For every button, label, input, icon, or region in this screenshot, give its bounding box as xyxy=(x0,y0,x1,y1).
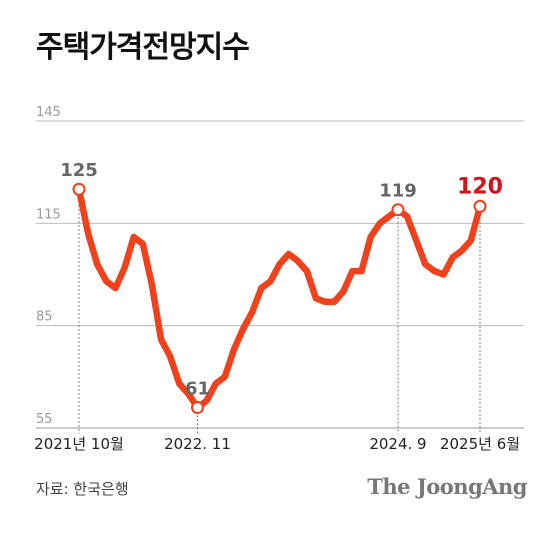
annotation-labels: 125 61 119 120 xyxy=(60,160,503,399)
series-group xyxy=(75,185,484,411)
annotation-point xyxy=(391,203,405,217)
grid-lines xyxy=(36,120,524,429)
annotation-label: 119 xyxy=(379,181,417,202)
annotation-label: 120 xyxy=(457,174,503,199)
annotation-label: 125 xyxy=(60,160,98,181)
series-line xyxy=(75,185,484,411)
y-tick-label: 145 xyxy=(36,105,61,120)
x-tick-label: 2022. 11 xyxy=(164,435,231,453)
annotation-point xyxy=(72,182,86,196)
y-axis-ticks: 145 115 85 55 xyxy=(36,105,61,427)
annotation-label: 61 xyxy=(185,379,210,400)
x-tick-label: 2024. 9 xyxy=(369,435,426,453)
annotation-guides xyxy=(78,189,481,434)
y-tick-label: 85 xyxy=(36,310,53,325)
x-tick-label: 2025년 6월 xyxy=(440,435,520,453)
chart-title: 주택가격전망지수 xyxy=(36,30,250,65)
source-note: 자료: 한국은행 xyxy=(36,480,129,498)
x-axis-labels: 2021년 10월 2022. 11 2024. 9 2025년 6월 xyxy=(34,435,520,453)
annotation-points xyxy=(72,182,487,415)
y-tick-label: 115 xyxy=(36,207,61,222)
y-tick-label: 55 xyxy=(36,412,53,427)
annotation-point xyxy=(473,199,487,213)
annotation-point xyxy=(190,401,204,415)
brand-logo: The JoongAng xyxy=(367,474,527,499)
x-tick-label: 2021년 10월 xyxy=(34,435,124,453)
